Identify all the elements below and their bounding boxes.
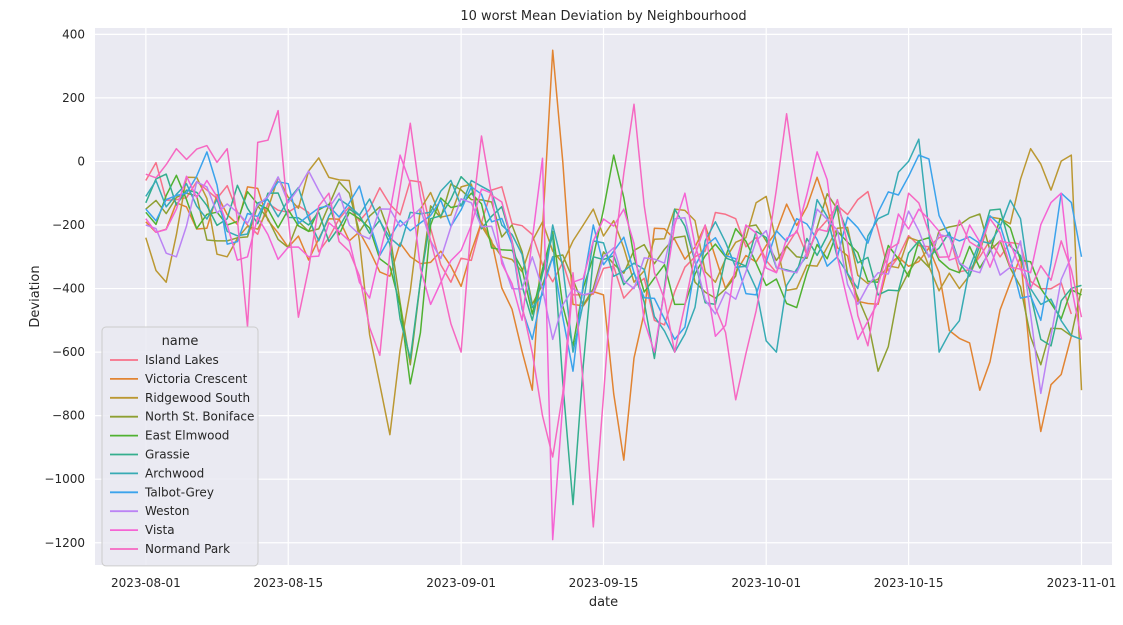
tick-labels: 400 200 0 −200 −400 −600 −800 −1000 −1200 2023-08… — [44, 27, 1116, 590]
y-tick-label: −400 — [52, 282, 85, 296]
chart-title: 10 worst Mean Deviation by Neighbourhood — [460, 9, 746, 24]
y-tick-label: 400 — [62, 27, 85, 41]
x-tick-label: 2023-09-01 — [426, 576, 496, 590]
grid-lines — [95, 28, 1112, 565]
legend-label: Normand Park — [145, 542, 230, 556]
series-line-4 — [145, 154, 1082, 385]
series-lines — [145, 49, 1083, 541]
y-tick-label: −600 — [52, 345, 85, 359]
legend-label: Talbot-Grey — [144, 485, 214, 499]
legend-label: East Elmwood — [145, 429, 229, 443]
legend-label: Victoria Crescent — [145, 372, 248, 386]
x-tick-label: 2023-10-01 — [731, 576, 801, 590]
y-tick-label: −1200 — [44, 536, 85, 550]
y-tick-label: 0 — [77, 154, 85, 168]
y-tick-label: −800 — [52, 409, 85, 423]
series-line-10 — [145, 103, 1083, 528]
legend: name Island Lakes Victoria Crescent Ridgew… — [101, 326, 259, 567]
legend-label: Weston — [145, 504, 189, 518]
legend-label: Vista — [145, 523, 175, 537]
legend-label: Grassie — [145, 448, 190, 462]
y-tick-label: −1000 — [44, 472, 85, 486]
legend-title: name — [162, 334, 199, 349]
x-axis-label: date — [589, 595, 618, 610]
x-tick-label: 2023-08-15 — [253, 576, 323, 590]
x-tick-label: 2023-11-01 — [1047, 576, 1117, 590]
series-line-9 — [145, 151, 1083, 541]
x-tick-label: 2023-10-15 — [874, 576, 944, 590]
y-tick-label: 200 — [62, 91, 85, 105]
legend-label: North St. Boniface — [145, 410, 254, 424]
x-tick-label: 2023-09-15 — [569, 576, 639, 590]
legend-items: Island Lakes Victoria Crescent Ridgewood S… — [110, 353, 254, 556]
legend-box — [101, 326, 259, 567]
y-tick-label: −200 — [52, 218, 85, 232]
legend-label: Archwood — [145, 466, 204, 480]
series-line-6 — [145, 138, 1082, 353]
series-line-8 — [145, 170, 1072, 395]
y-axis-label: Deviation — [28, 265, 43, 327]
series-line-1 — [145, 49, 1073, 461]
x-tick-label: 2023-08-01 — [111, 576, 181, 590]
legend-label: Ridgewood South — [145, 391, 250, 405]
legend-label: Island Lakes — [145, 353, 219, 367]
